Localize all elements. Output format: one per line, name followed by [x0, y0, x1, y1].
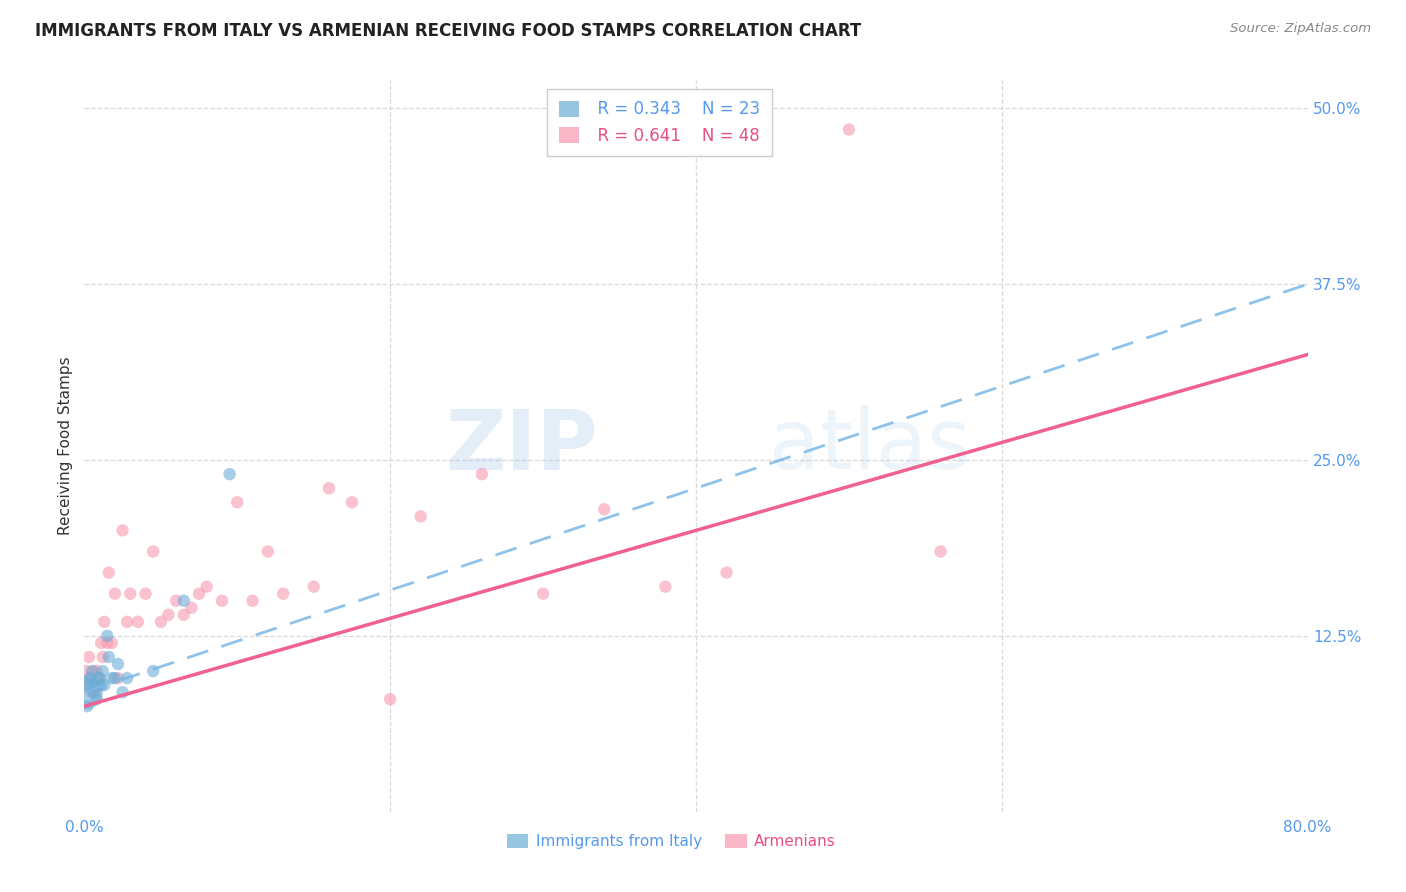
Point [76, 699, 98, 714]
Point [409, 509, 432, 524]
Text: Source: ZipAtlas.com: Source: ZipAtlas.com [1230, 22, 1371, 36]
Point [93, 615, 115, 629]
Point [77, 678, 100, 692]
Point [104, 671, 127, 685]
Point [90, 678, 112, 692]
Point [302, 580, 325, 594]
Point [242, 593, 264, 607]
Point [380, 692, 402, 706]
Point [654, 580, 676, 594]
Point [107, 671, 129, 685]
Point [75, 664, 97, 678]
Point [929, 544, 952, 558]
Point [97, 650, 120, 665]
Point [96, 636, 118, 650]
Point [471, 467, 494, 482]
Point [107, 657, 129, 671]
Point [226, 495, 249, 509]
Text: atlas: atlas [769, 406, 972, 486]
Point [142, 664, 165, 678]
Point [87, 678, 110, 692]
Point [180, 600, 202, 615]
Point [318, 481, 340, 495]
Point [86, 664, 108, 678]
Y-axis label: Receiving Food Stamps: Receiving Food Stamps [58, 357, 73, 535]
Point [77, 650, 100, 665]
Point [87, 671, 110, 685]
Point [104, 587, 127, 601]
Point [195, 580, 218, 594]
Point [157, 607, 180, 622]
Point [89, 671, 111, 685]
Point [142, 544, 165, 558]
Point [340, 495, 363, 509]
Point [86, 692, 108, 706]
Point [257, 544, 280, 558]
Point [111, 524, 134, 538]
Point [593, 502, 616, 516]
Point [91, 664, 114, 678]
Point [838, 122, 860, 136]
Point [115, 615, 138, 629]
Point [80, 685, 103, 699]
Point [79, 671, 101, 685]
Point [84, 685, 107, 699]
Legend: Immigrants from Italy, Armenians: Immigrants from Italy, Armenians [501, 828, 842, 855]
Point [211, 593, 233, 607]
Point [135, 587, 157, 601]
Point [83, 664, 105, 678]
Point [127, 615, 149, 629]
Text: ZIP: ZIP [446, 406, 598, 486]
Point [79, 671, 101, 685]
Point [149, 615, 172, 629]
Point [101, 636, 124, 650]
Point [218, 467, 240, 482]
Point [165, 593, 187, 607]
Point [97, 566, 120, 580]
Point [84, 678, 107, 692]
Text: IMMIGRANTS FROM ITALY VS ARMENIAN RECEIVING FOOD STAMPS CORRELATION CHART: IMMIGRANTS FROM ITALY VS ARMENIAN RECEIV… [35, 22, 862, 40]
Point [75, 685, 97, 699]
Point [716, 566, 738, 580]
Point [90, 636, 112, 650]
Point [91, 650, 114, 665]
Point [76, 678, 98, 692]
Point [96, 629, 118, 643]
Point [83, 685, 105, 699]
Point [111, 685, 134, 699]
Point [120, 587, 142, 601]
Point [173, 607, 195, 622]
Point [101, 671, 124, 685]
Point [271, 587, 294, 601]
Point [80, 664, 103, 678]
Point [93, 678, 115, 692]
Point [173, 593, 195, 607]
Point [188, 587, 211, 601]
Point [115, 671, 138, 685]
Point [89, 671, 111, 685]
Point [531, 587, 554, 601]
